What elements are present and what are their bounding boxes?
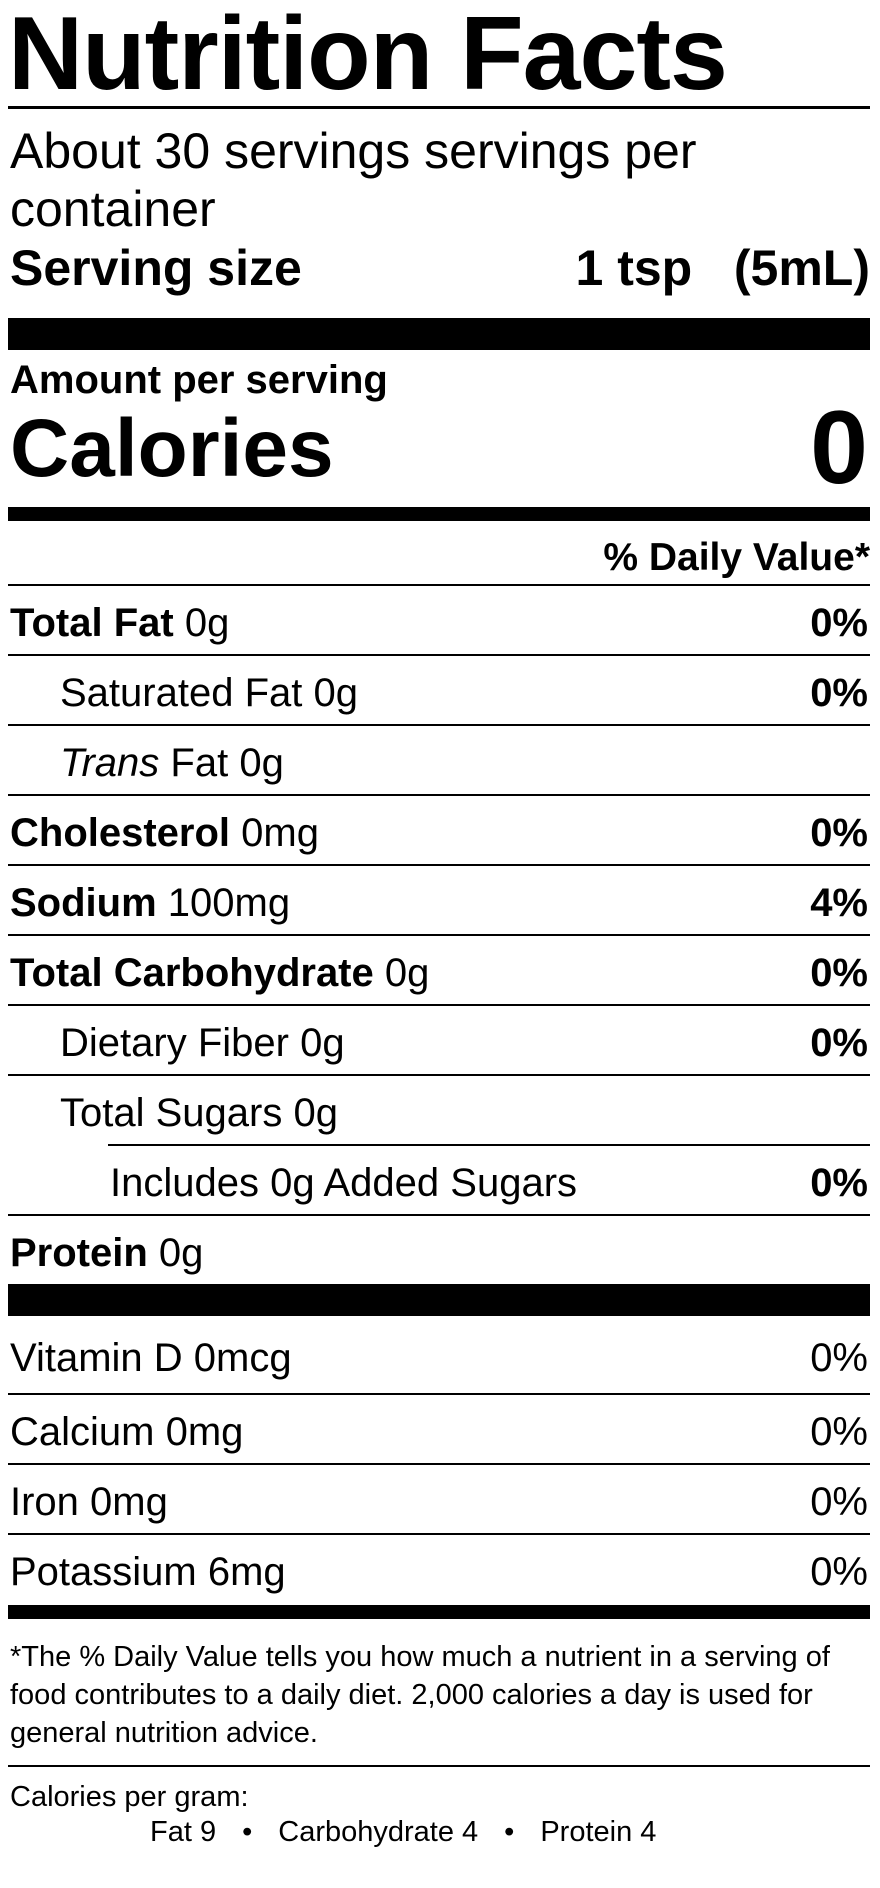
amount-per-serving: Amount per serving xyxy=(10,358,388,402)
divider xyxy=(8,1004,870,1006)
divider xyxy=(108,1144,870,1146)
thick-divider xyxy=(8,318,870,350)
daily-value: 0% xyxy=(810,1550,868,1594)
divider xyxy=(8,1765,870,1767)
vitamin-row-iron: Iron 0mg 0% xyxy=(10,1480,868,1524)
divider xyxy=(8,1533,870,1535)
calories-per-gram-heading: Calories per gram: xyxy=(10,1781,249,1813)
daily-value: 0% xyxy=(810,1480,868,1524)
thick-divider xyxy=(8,1284,870,1316)
daily-value: 0% xyxy=(810,601,868,645)
divider xyxy=(8,1074,870,1076)
vitamin-row-potassium: Potassium 6mg 0% xyxy=(10,1550,868,1594)
divider xyxy=(8,584,870,586)
serving-size-value: 1 tsp (5mL) xyxy=(575,240,870,296)
bullet-separator: • xyxy=(242,1816,253,1848)
vitamin-row-vitamin-d: Vitamin D 0mcg 0% xyxy=(10,1336,868,1380)
divider xyxy=(8,1393,870,1395)
nutrient-row-trans-fat: Trans Fat 0g xyxy=(60,741,284,785)
serving-size-label: Serving size xyxy=(10,240,302,296)
daily-value: 0% xyxy=(810,671,868,715)
daily-value: 0% xyxy=(810,1336,868,1380)
daily-value: 0% xyxy=(810,1021,868,1065)
daily-value: 0% xyxy=(810,1161,868,1205)
divider xyxy=(8,934,870,936)
nutrient-row-saturated-fat: Saturated Fat 0g 0% xyxy=(60,671,868,715)
protein-per-gram: Protein 4 xyxy=(540,1816,657,1848)
daily-value: 0% xyxy=(810,1410,868,1454)
fat-per-gram: Fat 9 xyxy=(150,1816,217,1848)
nutrient-row-dietary-fiber: Dietary Fiber 0g 0% xyxy=(60,1021,868,1065)
medium-divider xyxy=(8,507,870,521)
vitamin-row-calcium: Calcium 0mg 0% xyxy=(10,1410,868,1454)
bullet-separator: • xyxy=(504,1816,515,1848)
nutrient-row-protein: Protein 0g xyxy=(10,1231,204,1275)
nutrient-row-sodium: Sodium 100mg 4% xyxy=(10,881,868,925)
daily-value: 4% xyxy=(810,881,868,925)
divider xyxy=(8,864,870,866)
nutrient-row-cholesterol: Cholesterol 0mg 0% xyxy=(10,811,868,855)
daily-value-header: % Daily Value* xyxy=(603,536,870,579)
calories-label: Calories xyxy=(10,403,334,494)
medium-divider xyxy=(8,1605,870,1619)
servings-per-container: About 30 servings servings per container xyxy=(10,123,697,237)
nutrient-row-added-sugars: Includes 0g Added Sugars 0% xyxy=(110,1161,868,1205)
daily-value-footnote: *The % Daily Value tells you how much a … xyxy=(10,1641,830,1749)
divider xyxy=(8,106,870,109)
divider xyxy=(8,724,870,726)
label-title: Nutrition Facts xyxy=(8,0,728,112)
nutrient-row-total-carbohydrate: Total Carbohydrate 0g 0% xyxy=(10,951,868,995)
carbohydrate-per-gram: Carbohydrate 4 xyxy=(278,1816,479,1848)
nutrient-row-total-fat: Total Fat 0g 0% xyxy=(10,601,868,645)
divider xyxy=(8,654,870,656)
daily-value: 0% xyxy=(810,811,868,855)
calories-per-gram-values: Fat 9 • Carbohydrate 4 • Protein 4 xyxy=(150,1818,656,1847)
divider xyxy=(8,794,870,796)
daily-value: 0% xyxy=(810,951,868,995)
divider xyxy=(8,1463,870,1465)
divider xyxy=(8,1214,870,1216)
nutrient-row-total-sugars: Total Sugars 0g xyxy=(60,1091,338,1135)
calories-value: 0 xyxy=(810,390,868,506)
